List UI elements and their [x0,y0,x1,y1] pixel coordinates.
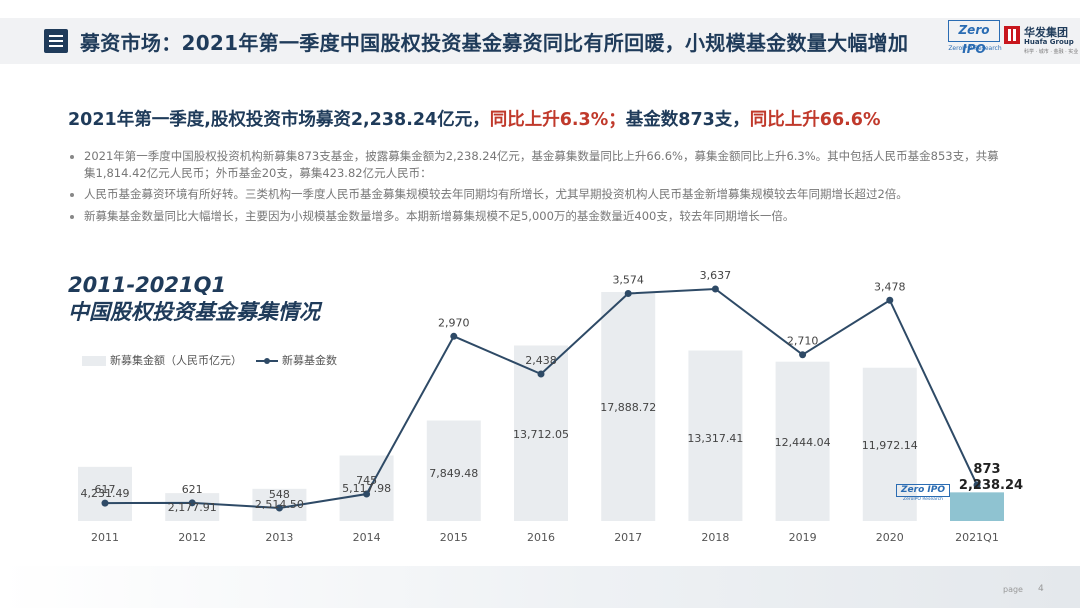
chart-line-point [101,499,109,507]
chart-line-label: 2,970 [438,316,470,329]
chart-bar [426,420,481,521]
chart-line-point [537,370,545,378]
legend-bar-swatch [82,356,106,366]
chart-legend: 新募集金额（人民币亿元） 新募基金数 [82,352,337,368]
huafa-logo-tagline: 科学 · 城市 · 金融 · 实业 [1024,49,1079,55]
legend-line-label: 新募基金数 [282,354,337,367]
chart-line-label: 621 [182,483,203,496]
chart-x-tick-label: 2021Q1 [955,531,999,544]
huafa-logo-en: Huafa Group [1024,38,1074,46]
chart-x-tick-label: 2016 [527,531,555,544]
legend-bar-label: 新募集金额（人民币亿元） [110,354,242,367]
bullet-list: 2021年第一季度中国股权投资机构新募集873支基金，披露募集金额为2,238.… [68,148,1008,229]
footer-band [0,566,1080,608]
chart-line-label: 548 [269,488,290,501]
chart-line-label: 745 [356,474,377,487]
legend-line-marker [256,358,278,364]
watermark-logo-text: Zero IPO [896,484,950,497]
headline-part2: 同比上升6.3%； [489,110,626,130]
chart-line-label: 617 [95,483,116,496]
chart-line-point [624,289,632,297]
chart-title: 2011-2021Q1 中国股权投资基金募集情况 [68,272,320,326]
headline-part3: 基金数873支， [625,110,750,130]
chart-bar-label: 5,117.98 [342,482,391,495]
headline: 2021年第一季度,股权投资市场募资2,238.24亿元，同比上升6.3%；基金… [68,106,881,131]
chart-x-tick-label: 2020 [876,531,904,544]
chart-bar [339,455,394,521]
chart-title-line1: 2011-2021Q1 [68,273,227,297]
chart-bar [165,493,220,521]
page-number: 4 [1038,584,1044,594]
watermark-logo-sub: ZeroIPO Research [902,497,943,502]
zero-ipo-logo-text: Zero IPO [948,20,1000,56]
chart-x-tick-label: 2017 [614,531,642,544]
chart-bar-label: 13,317.41 [687,432,743,445]
chart-bar-label: 12,444.04 [775,436,831,449]
chart-bar-label: 13,712.05 [513,428,569,441]
zero-ipo-logo-sub: ZeroIPO Research [948,45,1002,52]
chart-bar [78,466,132,521]
chart-bar-label: 7,849.48 [429,467,478,480]
chart-bar-label: 17,888.72 [600,401,656,414]
chart-x-tick-label: 2012 [178,531,206,544]
chart-bar [775,361,830,521]
chart-line-label: 3,637 [700,269,732,282]
huafa-mark-icon [1004,26,1020,44]
bullet-item: 人民币基金募资环境有所好转。三类机构一季度人民币基金募集规模较去年同期均有所增长… [68,186,1008,203]
chart-x-tick-label: 2018 [701,531,729,544]
chart-x-tick-label: 2015 [440,531,468,544]
chart-line-point [188,499,196,507]
zero-ipo-watermark-logo: Zero IPO ZeroIPO Research [896,484,950,518]
chart-line-point [711,285,719,293]
bullet-item: 新募集基金数量同比大幅增长，主要因为小规模基金数量增多。本期新增募集规模不足5,… [68,208,1008,225]
chart-line-point [799,351,807,359]
chart-x-tick-label: 2011 [91,531,119,544]
chart-x-tick-label: 2019 [789,531,817,544]
chart-line-point [450,332,458,340]
chart-x-tick-label: 2013 [265,531,293,544]
chart-line-point [275,504,283,512]
chart-line-label: 3,574 [612,273,644,286]
chart-bar [688,350,743,521]
chart-title-line2: 中国股权投资基金募集情况 [68,300,320,324]
headline-part1: 2021年第一季度,股权投资市场募资2,238.24亿元， [68,110,490,130]
chart-bar-label: 4,231.49 [81,487,130,500]
headline-part4: 同比上升66.6% [749,110,881,130]
chart-bar [950,492,1004,521]
header-bar [0,18,1080,64]
chart-line-point [886,296,894,304]
chart-bar-label: 11,972.14 [862,439,918,452]
chart-bar [601,292,656,521]
chart-line-point [973,481,981,489]
bullet-item: 2021年第一季度中国股权投资机构新募集873支基金，披露募集金额为2,238.… [68,148,1008,181]
chart-bar-label: 2,177.91 [168,501,217,514]
chart-bar-label: 2,514.50 [255,498,304,511]
page-title: 募资市场：2021年第一季度中国股权投资基金募资同比有所回暖，小规模基金数量大幅… [80,31,909,55]
chart-line-label: 2,438 [525,354,557,367]
page-label: page [1003,585,1023,594]
chart-x-tick-label: 2014 [353,531,381,544]
menu-icon[interactable] [44,29,68,53]
chart-line-label: 3,478 [874,280,906,293]
chart-line-point [363,490,371,498]
chart-line-label: 2,710 [787,335,819,348]
chart-line-label: 873 [973,462,1000,477]
zero-ipo-logo: Zero IPO ZeroIPO Research [946,20,1002,60]
huafa-logo-cn: 华发集团 [1024,26,1068,39]
chart-bar-label: 2,238.24 [959,478,1023,493]
huafa-group-logo: 华发集团 Huafa Group 科学 · 城市 · 金融 · 实业 [1004,24,1078,60]
chart-bar [862,367,917,521]
